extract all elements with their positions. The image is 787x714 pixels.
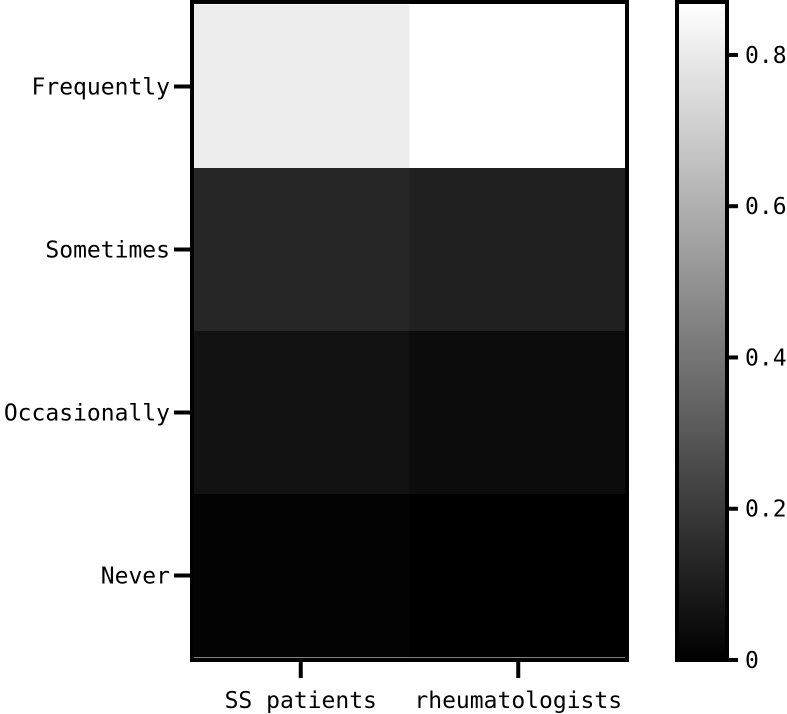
cell-frequently-rheumatologists	[409, 5, 628, 169]
y-axis: Frequently Sometimes Occasionally Never	[4, 75, 192, 590]
colorbar-tick-label-0-6: 0.6	[745, 194, 787, 220]
cell-never-ss-patients	[192, 494, 410, 658]
colorbar-tick-label-0: 0	[745, 648, 759, 674]
cell-never-rheumatologists	[409, 494, 628, 658]
cell-occasionally-rheumatologists	[409, 331, 628, 495]
x-tick-label-rheumatologists: rheumatologists	[414, 688, 622, 714]
colorbar	[675, 0, 729, 662]
cell-sometimes-ss-patients	[192, 168, 410, 332]
plot-frame	[190, 0, 629, 662]
y-tick-label-never: Never	[101, 564, 170, 590]
cell-frequently-ss-patients	[192, 5, 410, 169]
x-tick-label-ss-patients: SS patients	[225, 688, 377, 714]
cell-sometimes-rheumatologists	[409, 168, 628, 332]
y-tick-label-occasionally: Occasionally	[4, 401, 170, 427]
colorbar-ticks: 0 0.2 0.4 0.6 0.8	[727, 43, 787, 674]
colorbar-tick-label-0-8: 0.8	[745, 43, 787, 69]
y-tick-label-sometimes: Sometimes	[45, 238, 170, 264]
x-axis: SS patients rheumatologists	[225, 660, 622, 714]
colorbar-tick-label-0-2: 0.2	[745, 497, 787, 523]
heatmap-cells	[192, 5, 628, 658]
y-tick-label-frequently: Frequently	[32, 75, 170, 101]
cell-occasionally-ss-patients	[192, 331, 410, 495]
colorbar-tick-label-0-4: 0.4	[745, 345, 787, 371]
